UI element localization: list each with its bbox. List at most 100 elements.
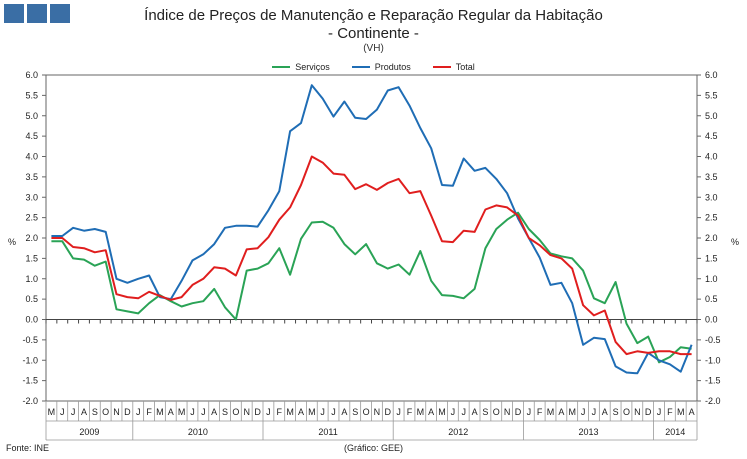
x-tick-label: A <box>168 407 174 417</box>
y-tick-label-right: 1.0 <box>705 274 718 284</box>
y-tick-label-right: 5.5 <box>705 90 718 100</box>
y-tick-label-right: 2.0 <box>705 233 718 243</box>
x-tick-label: D <box>124 407 131 417</box>
legend-swatch <box>432 66 451 68</box>
x-tick-label: M <box>417 407 425 417</box>
x-tick-label: F <box>407 407 413 417</box>
chart-subtitle: - Continente - <box>328 25 419 42</box>
x-tick-label: D <box>515 407 522 417</box>
y-axis-label-right: % <box>731 237 739 247</box>
legend-label: Produtos <box>374 62 411 72</box>
x-tick-label: O <box>623 407 630 417</box>
y-tick-label-right: 6.0 <box>705 70 718 80</box>
x-tick-label: S <box>92 407 98 417</box>
y-tick-label-left: 1.0 <box>25 274 38 284</box>
logo-square <box>50 4 70 23</box>
year-label: 2009 <box>79 427 99 437</box>
legend-label: Total <box>455 62 475 72</box>
x-tick-label: S <box>613 407 619 417</box>
y-tick-label-right: -1.0 <box>705 355 721 365</box>
y-tick-label-left: 4.0 <box>25 152 38 162</box>
legend-label: Serviços <box>295 62 330 72</box>
x-tick-label: J <box>136 407 141 417</box>
x-tick-label: A <box>341 407 347 417</box>
x-tick-label: S <box>352 407 358 417</box>
y-tick-label-right: -2.0 <box>705 396 721 406</box>
x-tick-label: J <box>581 407 586 417</box>
legend-item-produtos: Produtos <box>351 62 411 72</box>
chart-legend: Serviços Produtos Total <box>0 62 747 72</box>
x-tick-label: J <box>266 407 271 417</box>
x-tick-label: O <box>232 407 239 417</box>
chart-title: Índice de Preços de Manutenção e Reparaç… <box>144 7 603 24</box>
year-label: 2013 <box>578 427 598 437</box>
y-tick-label-left: -0.5 <box>22 335 38 345</box>
x-tick-label: J <box>657 407 662 417</box>
y-tick-label-left: 0.0 <box>25 315 38 325</box>
y-tick-label-left: 3.0 <box>25 192 38 202</box>
x-tick-label: M <box>308 407 316 417</box>
x-tick-label: N <box>634 407 641 417</box>
x-tick-label: M <box>568 407 576 417</box>
x-tick-label: J <box>396 407 401 417</box>
x-tick-label: O <box>493 407 500 417</box>
x-tick-label: A <box>558 407 564 417</box>
y-tick-label-right: 3.5 <box>705 172 718 182</box>
year-label: 2011 <box>318 427 337 437</box>
x-tick-label: J <box>201 407 206 417</box>
x-tick-label: J <box>592 407 597 417</box>
series-line-total <box>51 155 692 356</box>
year-label: 2014 <box>665 427 685 437</box>
x-tick-label: N <box>374 407 381 417</box>
y-tick-label-right: 4.0 <box>705 152 718 162</box>
legend-item-total: Total <box>432 62 475 72</box>
x-tick-label: N <box>504 407 511 417</box>
x-tick-label: D <box>645 407 652 417</box>
x-tick-label: M <box>677 407 685 417</box>
y-tick-label-left: 4.5 <box>25 131 38 141</box>
y-tick-label-left: 0.5 <box>25 294 38 304</box>
x-tick-label: N <box>113 407 120 417</box>
series-line-servicos <box>51 211 692 364</box>
x-tick-label: J <box>451 407 456 417</box>
x-tick-label: J <box>331 407 336 417</box>
year-label: 2010 <box>188 427 208 437</box>
source-note: Fonte: INE <box>6 443 50 453</box>
y-tick-label-right: -0.5 <box>705 335 721 345</box>
gee-logo <box>4 4 70 23</box>
x-tick-label: J <box>190 407 195 417</box>
logo-square <box>27 4 47 23</box>
chart-unit: (VH) <box>363 43 384 54</box>
legend-item-servicos: Serviços <box>272 62 330 72</box>
y-tick-label-right: 1.5 <box>705 253 718 263</box>
x-tick-label: O <box>363 407 370 417</box>
x-tick-label: D <box>385 407 392 417</box>
y-tick-label-left: -1.5 <box>22 376 38 386</box>
y-tick-label-right: 2.5 <box>705 213 718 223</box>
x-tick-label: A <box>428 407 434 417</box>
x-tick-label: A <box>689 407 695 417</box>
y-axis-label-left: % <box>8 237 16 247</box>
y-tick-label-right: 4.5 <box>705 131 718 141</box>
x-tick-label: A <box>472 407 478 417</box>
x-tick-label: D <box>254 407 261 417</box>
y-tick-label-left: 1.5 <box>25 253 38 263</box>
legend-swatch <box>272 66 291 68</box>
x-tick-label: O <box>102 407 109 417</box>
y-tick-label-right: -1.5 <box>705 376 721 386</box>
x-tick-label: M <box>438 407 446 417</box>
x-tick-label: M <box>156 407 164 417</box>
x-tick-label: S <box>482 407 488 417</box>
plot-frame <box>45 74 698 402</box>
y-tick-label-left: -2.0 <box>22 396 38 406</box>
y-tick-label-left: 6.0 <box>25 70 38 80</box>
year-label: 2012 <box>448 427 468 437</box>
x-tick-label: M <box>547 407 555 417</box>
y-tick-label-left: 2.5 <box>25 213 38 223</box>
legend-swatch <box>351 66 370 68</box>
x-tick-label: J <box>461 407 466 417</box>
series-line-produtos <box>51 84 693 375</box>
x-tick-label: A <box>81 407 87 417</box>
x-tick-label: A <box>298 407 304 417</box>
